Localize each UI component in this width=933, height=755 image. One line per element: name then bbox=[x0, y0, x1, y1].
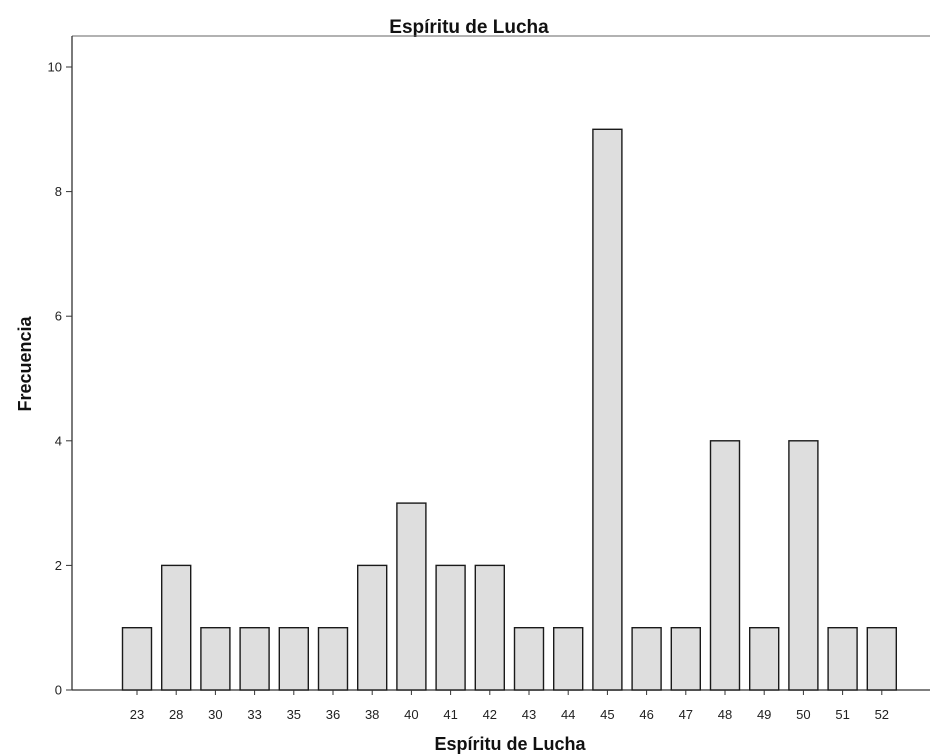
y-tick-label: 2 bbox=[55, 558, 62, 573]
bar-50 bbox=[788, 440, 819, 691]
bar-33 bbox=[239, 627, 270, 691]
x-tick-label: 33 bbox=[247, 707, 261, 722]
bar-43 bbox=[513, 627, 545, 691]
x-tick-label: 36 bbox=[326, 707, 340, 722]
x-tick-label: 47 bbox=[679, 707, 693, 722]
x-tick-label: 51 bbox=[835, 707, 849, 722]
x-tick-label: 30 bbox=[208, 707, 222, 722]
bar-36 bbox=[317, 627, 349, 691]
bar-49 bbox=[749, 627, 780, 691]
x-tick-label: 38 bbox=[365, 707, 379, 722]
bar-44 bbox=[553, 627, 584, 691]
x-tick-label: 50 bbox=[796, 707, 810, 722]
y-tick-label: 8 bbox=[55, 184, 62, 199]
bar-28 bbox=[160, 564, 192, 691]
bar-35 bbox=[278, 627, 309, 691]
x-tick-label: 44 bbox=[561, 707, 575, 722]
x-tick-label: 49 bbox=[757, 707, 771, 722]
bar-41 bbox=[435, 564, 466, 691]
x-tick-label: 23 bbox=[130, 707, 144, 722]
bar-23 bbox=[121, 627, 153, 691]
y-tick-label: 4 bbox=[55, 433, 62, 448]
y-tick-label: 10 bbox=[48, 60, 62, 75]
x-tick-label: 42 bbox=[483, 707, 497, 722]
x-tick-label: 43 bbox=[522, 707, 536, 722]
bar-38 bbox=[357, 564, 388, 691]
x-tick-label: 52 bbox=[875, 707, 889, 722]
y-tick-label: 6 bbox=[55, 309, 62, 324]
bar-30 bbox=[200, 627, 231, 691]
y-axis-ticks: 0 2 4 6 8 10 bbox=[48, 60, 72, 698]
x-tick-label: 46 bbox=[639, 707, 653, 722]
x-tick-label: 41 bbox=[443, 707, 457, 722]
y-tick-label: 0 bbox=[55, 683, 62, 698]
x-axis-label: Espíritu de Lucha bbox=[434, 734, 586, 754]
bar-42 bbox=[474, 564, 505, 691]
x-tick-label: 45 bbox=[600, 707, 614, 722]
bar-46 bbox=[631, 627, 662, 691]
bars-group bbox=[121, 128, 897, 691]
bar-47 bbox=[670, 627, 701, 691]
chart-title: Espíritu de Lucha bbox=[389, 17, 549, 38]
bar-51 bbox=[827, 627, 858, 691]
x-tick-label: 28 bbox=[169, 707, 183, 722]
bar-48 bbox=[709, 440, 741, 691]
x-tick-label: 35 bbox=[287, 707, 301, 722]
x-tick-label: 48 bbox=[718, 707, 732, 722]
bar-40 bbox=[396, 502, 427, 691]
bar-45 bbox=[592, 128, 623, 691]
bar-52 bbox=[866, 627, 897, 691]
x-axis-ticks: 23 28 30 33 35 36 38 40 41 42 43 44 45 46 47 48 49 50 51 52 bbox=[130, 690, 889, 722]
y-axis-label: Frecuencia bbox=[15, 315, 35, 411]
x-tick-label: 40 bbox=[404, 707, 418, 722]
